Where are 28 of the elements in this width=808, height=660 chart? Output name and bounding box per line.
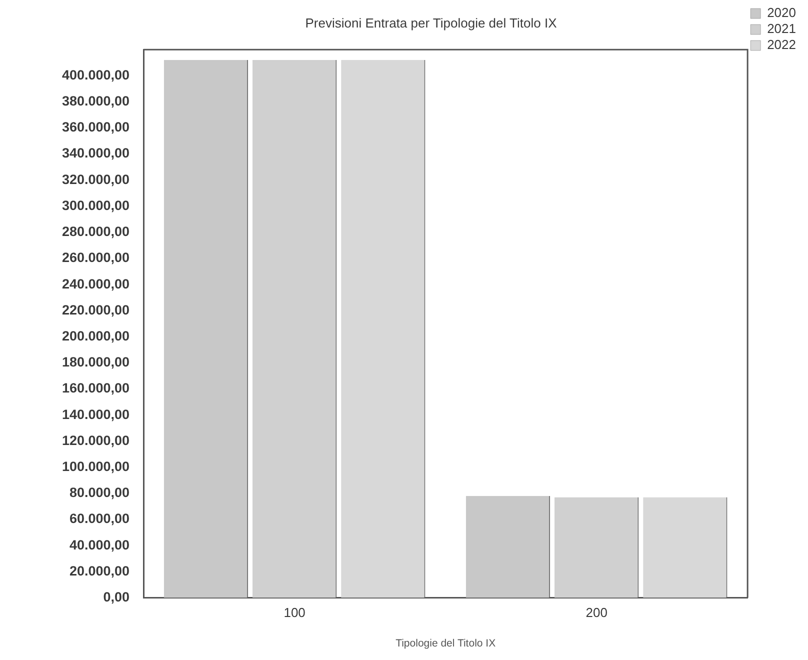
y-tick-label: 240.000,00	[62, 276, 130, 292]
y-tick-label: 0,00	[103, 590, 130, 605]
y-tick-label: 200.000,00	[62, 328, 130, 344]
y-tick-label: 340.000,00	[62, 146, 130, 161]
x-axis-title: Tipologie del Titolo IX	[396, 638, 496, 650]
y-tick-label: 360.000,00	[62, 120, 130, 135]
y-tick-label: 260.000,00	[62, 250, 130, 266]
x-tick-label: 200	[586, 605, 608, 620]
y-tick-label: 40.000,00	[70, 537, 130, 552]
legend-label: 2020	[767, 5, 796, 20]
y-tick-label: 180.000,00	[62, 354, 130, 370]
y-tick-label: 300.000,00	[62, 198, 130, 213]
y-tick-label: 220.000,00	[62, 302, 130, 318]
legend-label: 2022	[767, 37, 796, 52]
legend-label: 2021	[767, 21, 796, 36]
x-tick-label: 100	[284, 605, 306, 620]
y-tick-label: 20.000,00	[70, 563, 130, 578]
y-tick-label: 80.000,00	[70, 485, 130, 500]
y-tick-label: 400.000,00	[62, 67, 130, 82]
y-tick-label: 320.000,00	[62, 172, 130, 187]
y-tick-label: 160.000,00	[62, 380, 130, 396]
y-tick-label: 120.000,00	[62, 432, 130, 448]
y-tick-label: 60.000,00	[70, 511, 130, 526]
chart-title: Previsioni Entrata per Tipologie del Titolo IX	[305, 15, 558, 30]
y-tick-label: 380.000,00	[62, 94, 130, 109]
y-tick-label: 100.000,00	[62, 458, 130, 474]
y-tick-label: 140.000,00	[62, 406, 130, 422]
y-tick-label: 280.000,00	[62, 224, 130, 240]
